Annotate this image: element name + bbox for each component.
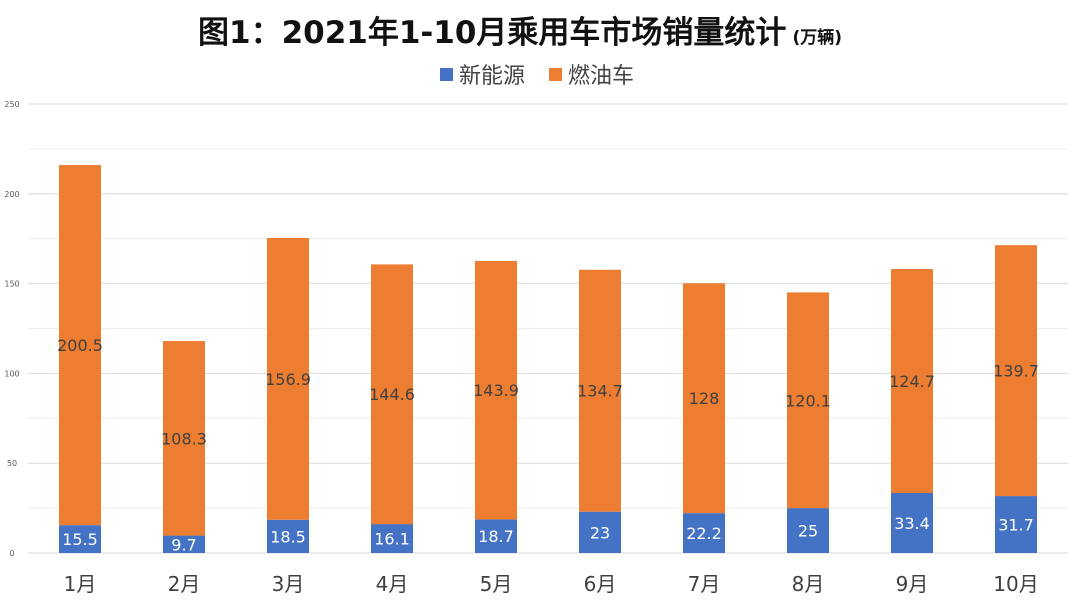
bar-ice: [683, 283, 725, 514]
bar-nev: [59, 525, 101, 553]
data-label: 9.7: [171, 535, 196, 554]
x-tick-label: 7月: [688, 572, 721, 596]
data-label: 33.4: [894, 514, 930, 533]
bar-nev: [371, 524, 413, 553]
legend-swatch: [440, 68, 453, 81]
bar-nev: [683, 513, 725, 553]
data-label: 124.7: [889, 372, 935, 391]
data-label: 143.9: [473, 381, 519, 400]
data-label: 156.9: [265, 370, 311, 389]
y-tick-label: 250: [4, 100, 19, 109]
y-tick-label: 50: [7, 459, 17, 468]
bar-ice: [59, 165, 101, 526]
bar-nev: [579, 511, 621, 553]
bar-nev: [787, 508, 829, 553]
data-label: 108.3: [161, 429, 207, 448]
bars: [59, 165, 1037, 553]
x-tick-label: 2月: [168, 572, 201, 596]
bar-ice: [787, 292, 829, 509]
chart-title: 图1：2021年1-10月乘用车市场销量统计 (万辆): [198, 15, 842, 51]
bar-nev: [267, 519, 309, 553]
data-label: 16.1: [374, 530, 410, 549]
y-tick-label: 200: [4, 190, 19, 199]
chart-title-unit: (万辆): [792, 27, 842, 48]
x-tick-label: 3月: [272, 572, 305, 596]
chart-title-main: 图1：2021年1-10月乘用车市场销量统计: [198, 15, 786, 51]
data-label: 22.2: [686, 524, 722, 543]
data-label: 120.1: [785, 391, 831, 410]
data-labels: 15.5 200.5 9.7 108.3 18.5 156.9 16.1 144.6 18.7 1…: [57, 336, 1039, 554]
bar-nev: [163, 535, 205, 553]
x-tick-label: 9月: [896, 572, 929, 596]
legend: 新能源 燃油车: [440, 64, 634, 89]
bar-ice: [475, 260, 517, 520]
y-tick-label: 0: [9, 549, 14, 558]
x-tick-label: 1月: [64, 572, 97, 596]
y-axis: 0 50 100 150 200 250: [4, 100, 19, 558]
bar-nev: [475, 519, 517, 553]
bar-ice: [371, 264, 413, 525]
data-label: 18.7: [478, 527, 514, 546]
data-label: 15.5: [62, 530, 98, 549]
data-label: 23: [590, 523, 610, 542]
y-tick-label: 150: [4, 280, 19, 289]
data-label: 25: [798, 522, 818, 541]
legend-label: 新能源: [459, 64, 525, 89]
bar-ice: [267, 237, 309, 520]
x-tick-label: 10月: [993, 572, 1038, 596]
bar-nev: [891, 493, 933, 553]
data-label: 134.7: [577, 382, 623, 401]
bar-ice: [163, 341, 205, 536]
data-label: 139.7: [993, 362, 1039, 381]
data-label: 144.6: [369, 385, 415, 404]
x-tick-label: 8月: [792, 572, 825, 596]
legend-label: 燃油车: [568, 64, 634, 89]
x-tick-label: 4月: [376, 572, 409, 596]
bar-ice: [995, 245, 1037, 497]
bar-ice: [579, 269, 621, 512]
bar-ice: [891, 269, 933, 494]
x-axis: 1月 2月 3月 4月 5月 6月 7月 8月 9月 10月: [64, 572, 1039, 596]
data-label: 31.7: [998, 516, 1034, 535]
legend-swatch: [549, 68, 563, 81]
x-tick-label: 5月: [480, 572, 513, 596]
data-label: 18.5: [270, 527, 306, 546]
y-tick-label: 100: [4, 369, 19, 378]
data-label: 200.5: [57, 336, 103, 355]
x-tick-label: 6月: [584, 572, 617, 596]
data-label: 128: [689, 389, 720, 408]
bar-nev: [995, 496, 1037, 553]
